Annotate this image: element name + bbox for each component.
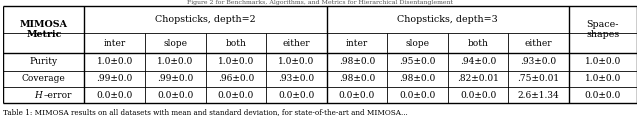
Text: .98±0.0: .98±0.0 [339, 74, 375, 83]
Text: either: either [525, 38, 552, 48]
Text: 0.0±0.0: 0.0±0.0 [278, 91, 314, 100]
Text: both: both [225, 38, 246, 48]
Text: 1.0±0.0: 1.0±0.0 [278, 57, 314, 66]
Text: Table 1: MIMOSA results on all datasets with mean and standard deviation, for st: Table 1: MIMOSA results on all datasets … [3, 108, 408, 116]
Text: .95±0.0: .95±0.0 [399, 57, 436, 66]
Text: 1.0±0.0: 1.0±0.0 [218, 57, 254, 66]
Text: –error: –error [43, 91, 72, 100]
Text: MIMOSA
Metric: MIMOSA Metric [20, 20, 68, 39]
Text: .94±0.0: .94±0.0 [460, 57, 496, 66]
Text: Space-
shapes: Space- shapes [586, 20, 620, 39]
Text: .99±0.0: .99±0.0 [157, 74, 193, 83]
Text: .75±0.01: .75±0.01 [518, 74, 559, 83]
Text: 0.0±0.0: 0.0±0.0 [399, 91, 436, 100]
Text: .93±0.0: .93±0.0 [278, 74, 314, 83]
Text: Coverage: Coverage [22, 74, 66, 83]
Text: H: H [34, 91, 42, 100]
Text: either: either [282, 38, 310, 48]
Text: .96±0.0: .96±0.0 [218, 74, 254, 83]
Text: .82±0.01: .82±0.01 [457, 74, 499, 83]
Text: 0.0±0.0: 0.0±0.0 [585, 91, 621, 100]
Text: Figure 2 for Benchmarks, Algorithms, and Metrics for Hierarchical Disentanglemen: Figure 2 for Benchmarks, Algorithms, and… [187, 0, 453, 5]
Text: 1.0±0.0: 1.0±0.0 [585, 57, 621, 66]
Text: 1.0±0.0: 1.0±0.0 [585, 74, 621, 83]
Text: Purity: Purity [29, 57, 58, 66]
Text: .93±0.0: .93±0.0 [520, 57, 557, 66]
Text: 1.0±0.0: 1.0±0.0 [97, 57, 133, 66]
Text: inter: inter [104, 38, 126, 48]
Text: Chopsticks, depth=3: Chopsticks, depth=3 [397, 15, 498, 24]
Text: Chopsticks, depth=2: Chopsticks, depth=2 [156, 15, 256, 24]
Text: both: both [468, 38, 488, 48]
Text: 0.0±0.0: 0.0±0.0 [97, 91, 133, 100]
Text: 0.0±0.0: 0.0±0.0 [339, 91, 375, 100]
Text: slope: slope [406, 38, 429, 48]
Text: 1.0±0.0: 1.0±0.0 [157, 57, 193, 66]
Text: .99±0.0: .99±0.0 [97, 74, 133, 83]
Text: .98±0.0: .98±0.0 [399, 74, 436, 83]
Text: 0.0±0.0: 0.0±0.0 [157, 91, 193, 100]
Text: 0.0±0.0: 0.0±0.0 [460, 91, 496, 100]
Text: 2.6±1.34: 2.6±1.34 [518, 91, 559, 100]
Text: 0.0±0.0: 0.0±0.0 [218, 91, 254, 100]
Text: slope: slope [163, 38, 188, 48]
Text: inter: inter [346, 38, 368, 48]
Text: .98±0.0: .98±0.0 [339, 57, 375, 66]
